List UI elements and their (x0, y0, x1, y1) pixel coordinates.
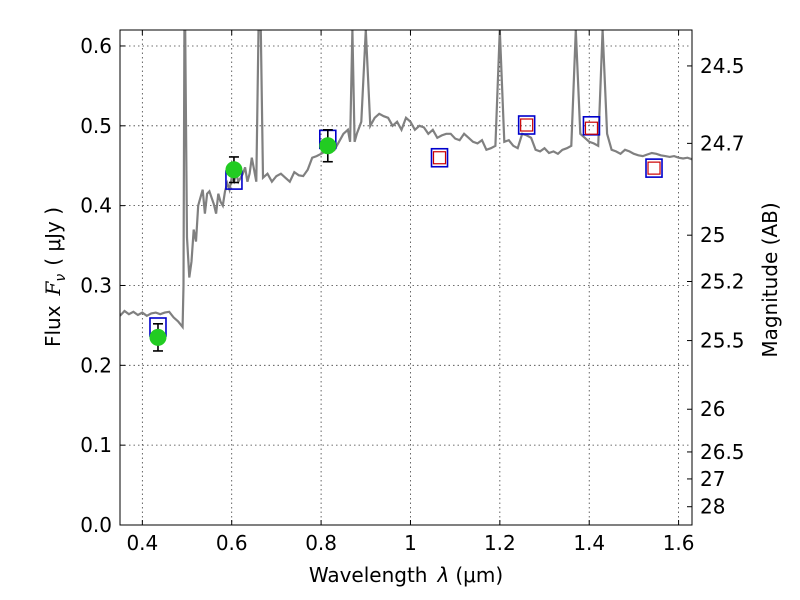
model-band-box (517, 115, 536, 135)
y-tick-label: 0.0 (80, 513, 112, 537)
observed-flux-layer (149, 128, 337, 352)
y-tick-label: 0.3 (80, 273, 112, 297)
y-tick-label: 0.1 (80, 433, 112, 457)
x-tick-label: 0.6 (216, 531, 248, 555)
upper-limit-box (432, 151, 447, 165)
y-axis-title: FluxFν( μJy ) (41, 207, 69, 347)
x-tick-label: 0.8 (305, 531, 337, 555)
magnitude-tick-label: 25.5 (700, 329, 745, 353)
plot-area (120, 30, 692, 352)
x-tick-label: 1.4 (573, 531, 605, 555)
grid-layer (120, 30, 692, 526)
magnitude-tick-label: 24.5 (700, 54, 745, 78)
upper-limit-box (520, 118, 534, 132)
y-axis-ticks: 0.0 0.1 0.2 0.3 0.4 0.5 0.6 (80, 34, 125, 537)
model-spectrum-line (120, 30, 692, 331)
x-axis-title: Wavelength λ (μm) (309, 563, 503, 587)
upper-limit-box (647, 161, 661, 175)
magnitude-axis-title: Magnitude (AB) (758, 202, 782, 357)
y-tick-label: 0.6 (80, 34, 112, 58)
observed-flux-point (149, 328, 167, 346)
observed-flux-point (319, 137, 337, 155)
y-tick-label: 0.4 (80, 194, 112, 218)
magnitude-tick-label: 26.5 (700, 440, 745, 464)
magnitude-tick-label: 26 (700, 397, 725, 421)
upper-limit-box (584, 121, 599, 135)
model-band-box (430, 147, 449, 168)
photometry-box-layer (149, 115, 663, 337)
x-tick-label: 0.4 (126, 531, 158, 555)
x-tick-label: 1 (404, 531, 417, 555)
model-band-box (645, 158, 663, 178)
magnitude-tick-label: 25 (700, 223, 725, 247)
magnitude-tick-label: 25.2 (700, 269, 745, 293)
y-tick-label: 0.2 (80, 353, 112, 377)
plot-frame (119, 29, 693, 526)
x-tick-label: 1.6 (663, 531, 695, 555)
magnitude-tick-label: 28 (700, 495, 725, 519)
magnitude-tick-label: 24.7 (700, 131, 745, 155)
observed-flux-point (225, 161, 243, 179)
x-axis-ticks: 0.4 0.6 0.8 1 1.2 1.4 1.6 (126, 30, 695, 555)
magnitude-tick-label: 27 (700, 467, 725, 491)
x-tick-label: 1.2 (484, 531, 516, 555)
magnitude-axis-ticks: 24.5 24.7 25 25.2 25.5 26 26.5 27 28 (687, 54, 745, 519)
model-band-box (582, 116, 601, 136)
y-tick-label: 0.5 (80, 114, 112, 138)
